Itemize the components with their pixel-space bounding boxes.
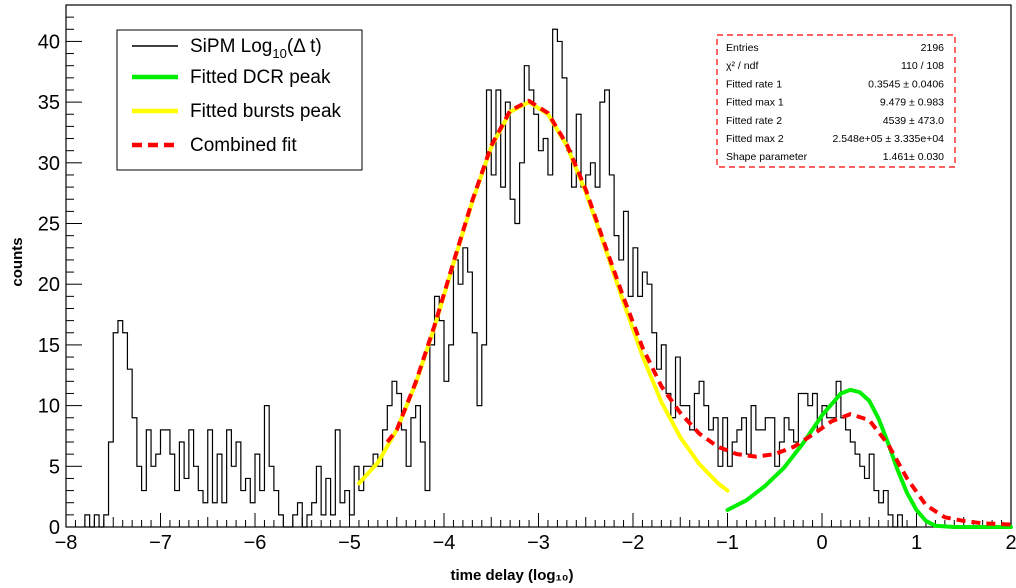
stats-value: 1.461± 0.030 — [883, 151, 944, 163]
stats-label: Fitted max 1 — [726, 97, 784, 109]
stats-label: Fitted rate 2 — [726, 115, 782, 127]
x-tick-label: −7 — [149, 532, 172, 554]
y-tick-label: 30 — [38, 153, 60, 175]
x-tick-label: −3 — [527, 532, 550, 554]
histogram-line — [84, 28, 917, 528]
stats-frame — [716, 34, 956, 168]
x-tick-label: −5 — [338, 532, 361, 554]
stats-value: 2196 — [921, 42, 945, 54]
legend: SiPM Log10(Δ t) Fitted DCR peak Fitted bur… — [116, 29, 363, 171]
y-axis-title: counts — [9, 237, 26, 286]
x-tick-label: −4 — [433, 532, 456, 554]
x-axis: −8 −7 −6 −5 −4 −3 −2 −1 0 1 2 — [55, 513, 1016, 554]
stats-value: 2.548e+05 ± 3.335e+04 — [833, 133, 945, 145]
stats-label: Fitted max 2 — [726, 133, 784, 145]
y-tick-label: 0 — [49, 517, 60, 539]
fitted-bursts-peak-curve — [356, 100, 730, 493]
x-tick-label: 1 — [911, 532, 922, 554]
stats-value: 9.479 ± 0.983 — [880, 97, 944, 109]
x-tick-label: 2 — [1005, 532, 1016, 554]
legend-label-3: Combined fit — [190, 135, 297, 156]
y-tick-label: 20 — [38, 274, 60, 296]
y-tick-label: 25 — [38, 214, 60, 236]
y-tick-label: 10 — [38, 396, 60, 418]
stats-label: χ² / ndf — [726, 60, 758, 72]
x-tick-label: 0 — [816, 532, 827, 554]
combined-fit-curve — [385, 98, 1012, 527]
fit-curves — [356, 98, 1013, 529]
y-tick-label: 5 — [49, 456, 60, 478]
x-tick-label: −2 — [622, 532, 645, 554]
legend-label-1: Fitted DCR peak — [190, 67, 331, 88]
legend-label-histogram: SiPM Log10(Δ t) — [190, 36, 322, 61]
x-axis-title: time delay (log₁₀) — [451, 567, 574, 584]
y-axis: 0 5 10 15 20 25 30 35 40 — [38, 4, 82, 539]
x-tick-label: −6 — [244, 532, 267, 554]
stats-value: 4539 ± 473.0 — [883, 115, 944, 127]
y-tick-label: 35 — [38, 92, 60, 114]
stats-label: Entries — [726, 42, 759, 54]
stats-label: Fitted rate 1 — [726, 78, 782, 90]
histogram-series — [84, 28, 917, 528]
legend-label-2: Fitted bursts peak — [190, 101, 342, 122]
x-tick-label: −8 — [55, 532, 78, 554]
stats-value: 110 / 108 — [901, 60, 944, 72]
stats-box: Entries 2196 χ² / ndf 110 / 108 Fitted rate … — [716, 34, 956, 168]
x-tick-label: −1 — [716, 532, 739, 554]
y-tick-label: 15 — [38, 335, 60, 357]
y-tick-label: 40 — [38, 31, 60, 53]
stats-value: 0.3545 ± 0.0406 — [868, 78, 944, 90]
stats-label: Shape parameter — [726, 151, 808, 163]
fitted-dcr-peak-curve — [725, 387, 1013, 529]
